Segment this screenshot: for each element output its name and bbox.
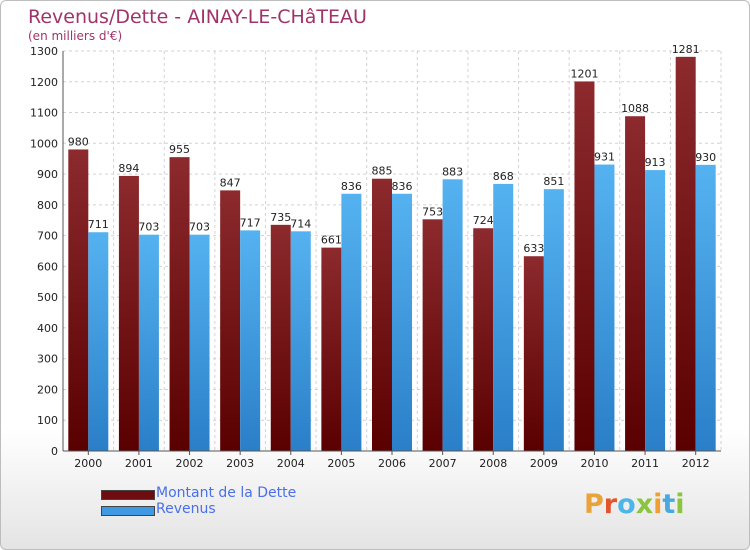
data-label-revenue: 851: [543, 175, 564, 188]
bar-debt: [422, 219, 443, 451]
data-label-revenue: 913: [645, 156, 666, 169]
bars-group: [68, 56, 716, 452]
bar-debt: [625, 116, 646, 451]
y-tick-label: 400: [37, 322, 58, 335]
x-tick-label: 2009: [530, 457, 558, 470]
bar-debt: [169, 157, 190, 451]
bar-revenue: [594, 164, 615, 452]
x-tick-label: 2002: [176, 457, 204, 470]
data-labels-group: 980 711 894 703 955 703 847 717 735 714 661 836 885 8…: [68, 43, 716, 255]
data-label-debt: 980: [68, 135, 89, 148]
x-tick-label: 2011: [631, 457, 659, 470]
logo-letter: o: [617, 489, 636, 520]
data-label-debt: 724: [473, 214, 494, 227]
data-label-debt: 847: [220, 176, 241, 189]
data-label-revenue: 930: [695, 151, 716, 164]
data-label-revenue: 711: [88, 218, 109, 231]
y-tick-label: 200: [37, 383, 58, 396]
y-tick-label: 900: [37, 168, 58, 181]
bar-revenue: [392, 193, 412, 451]
bar-revenue: [189, 234, 210, 451]
y-tick-label: 1100: [30, 107, 58, 120]
proxiti-logo: Proxiti: [584, 489, 685, 520]
data-label-debt: 753: [422, 205, 443, 218]
data-label-revenue: 868: [493, 170, 514, 183]
y-tick-label: 800: [37, 199, 58, 212]
y-tick-label: 700: [37, 230, 58, 243]
data-label-revenue: 703: [138, 221, 159, 234]
logo-letter: P: [584, 489, 604, 520]
data-label-debt: 885: [372, 165, 393, 178]
axes-group: 0 100 200 300 400 500 600 700 800 900 1000 1100 1200…: [30, 45, 721, 470]
bar-revenue: [493, 183, 514, 451]
bar-debt: [270, 224, 291, 451]
y-tick-label: 300: [37, 353, 58, 366]
chart-subtitle: (en milliers d'€): [28, 29, 123, 43]
data-label-debt: 1281: [672, 43, 700, 56]
x-tick-label: 2008: [479, 457, 507, 470]
bar-revenue: [645, 170, 666, 452]
bar-debt: [68, 149, 89, 451]
y-tick-label: 100: [37, 414, 58, 427]
data-label-revenue: 883: [442, 165, 463, 178]
bar-debt: [574, 81, 595, 451]
legend-swatch-revenue: [101, 506, 155, 516]
x-tick-label: 2003: [226, 457, 254, 470]
data-label-revenue: 931: [594, 151, 615, 164]
bar-revenue: [290, 231, 311, 451]
data-label-debt: 633: [523, 242, 544, 255]
y-tick-label: 1200: [30, 76, 58, 89]
x-tick-label: 2004: [277, 457, 305, 470]
bar-debt: [523, 256, 544, 451]
legend-swatch-debt: [101, 490, 155, 500]
bar-revenue: [138, 234, 159, 451]
bar-debt: [118, 175, 139, 451]
data-label-debt: 1088: [621, 102, 649, 115]
bar-revenue: [543, 189, 564, 451]
x-tick-label: 2000: [74, 457, 102, 470]
x-tick-label: 2007: [429, 457, 457, 470]
logo-letter: r: [603, 489, 618, 520]
bar-revenue: [88, 232, 109, 451]
bar-debt: [321, 247, 342, 451]
data-label-debt: 955: [169, 143, 190, 156]
bar-revenue: [442, 179, 463, 452]
bar-debt: [220, 190, 241, 451]
x-tick-label: 2012: [682, 457, 710, 470]
data-label-revenue: 836: [392, 180, 413, 193]
bar-revenue: [695, 164, 716, 451]
bar-debt: [675, 56, 696, 451]
y-tick-label: 0: [51, 445, 58, 458]
data-label-revenue: 717: [240, 216, 261, 229]
data-label-debt: 661: [321, 234, 342, 247]
y-tick-label: 1000: [30, 137, 58, 150]
logo-letter: x: [635, 489, 654, 520]
data-label-debt: 894: [118, 162, 139, 175]
data-label-debt: 1201: [570, 67, 598, 80]
y-tick-label: 500: [37, 291, 58, 304]
legend-label-revenue: Revenus: [156, 501, 216, 517]
logo-letter: i: [675, 489, 685, 520]
bar-revenue: [341, 193, 362, 451]
x-tick-label: 2006: [378, 457, 406, 470]
bar-debt: [372, 178, 392, 451]
logo-letter: t: [662, 489, 676, 520]
data-label-revenue: 703: [189, 221, 210, 234]
x-tick-label: 2001: [125, 457, 153, 470]
legend-label-debt: Montant de la Dette: [156, 485, 297, 501]
y-tick-label: 600: [37, 260, 58, 273]
chart-title: Revenus/Dette - AINAY-LE-CHâTEAU: [28, 6, 367, 28]
bar-revenue: [240, 230, 261, 451]
data-label-debt: 735: [270, 211, 291, 224]
logo-letter: i: [653, 489, 663, 520]
y-tick-label: 1300: [30, 45, 58, 58]
x-tick-label: 2005: [327, 457, 355, 470]
x-tick-label: 2010: [580, 457, 608, 470]
bar-debt: [473, 228, 494, 451]
data-label-revenue: 714: [290, 217, 311, 230]
data-label-revenue: 836: [341, 180, 362, 193]
